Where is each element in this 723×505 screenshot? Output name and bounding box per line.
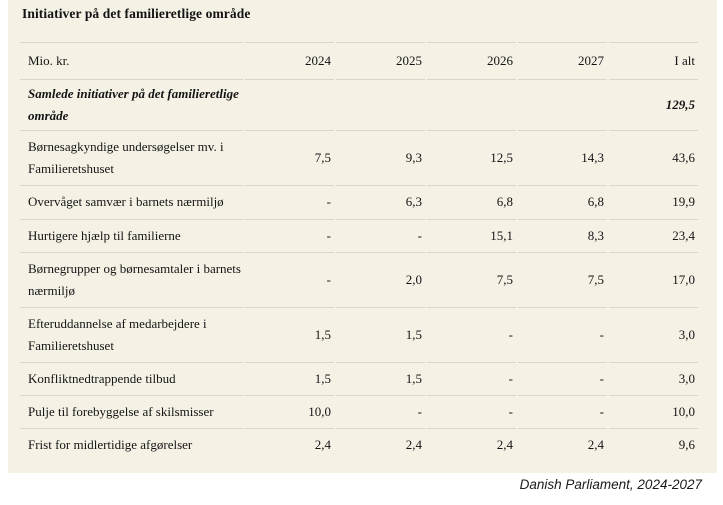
row-value: 9,3 <box>336 130 425 185</box>
year-header: 2027 <box>518 42 607 79</box>
budget-table: Mio. kr. 2024 2025 2026 2027 I alt Samle… <box>18 42 700 461</box>
row-value: 12,5 <box>427 130 516 185</box>
year-header: 2026 <box>427 42 516 79</box>
row-value: 6,8 <box>518 185 607 218</box>
table-row: Overvåget samvær i barnets nærmiljø - 6,… <box>20 185 698 218</box>
row-total: 10,0 <box>609 395 698 428</box>
row-value: 2,0 <box>336 251 425 307</box>
row-value: 1,5 <box>245 362 334 395</box>
year-header: 2025 <box>336 42 425 79</box>
row-value: 7,5 <box>518 251 607 307</box>
row-total: 23,4 <box>609 218 698 252</box>
unit-header: Mio. kr. <box>20 42 243 79</box>
page-title: Initiativer på det familieretlige område <box>22 6 251 21</box>
row-value: - <box>336 218 425 252</box>
row-value <box>245 79 334 130</box>
row-value: 2,4 <box>427 428 516 461</box>
row-value: - <box>427 395 516 428</box>
row-label: Børnegrupper og børnesamtaler i barnets … <box>20 251 243 307</box>
row-value: 15,1 <box>427 218 516 252</box>
row-value: 10,0 <box>245 395 334 428</box>
row-total: 17,0 <box>609 251 698 307</box>
row-value: - <box>518 306 607 362</box>
table-row: Frist for midlertidige afgørelser 2,4 2,… <box>20 428 698 461</box>
row-label: Konfliktnedtrappende tilbud <box>20 362 243 395</box>
row-label: Samlede initiativer på det familieretlig… <box>20 79 243 130</box>
row-total: 3,0 <box>609 306 698 362</box>
row-value: 1,5 <box>245 306 334 362</box>
row-value: 2,4 <box>336 428 425 461</box>
row-value: - <box>518 395 607 428</box>
row-value <box>427 79 516 130</box>
row-value: - <box>518 362 607 395</box>
total-header: I alt <box>609 42 698 79</box>
year-header: 2024 <box>245 42 334 79</box>
row-value: - <box>427 306 516 362</box>
row-value: 7,5 <box>427 251 516 307</box>
row-value: 6,3 <box>336 185 425 218</box>
row-value: 8,3 <box>518 218 607 252</box>
row-value: - <box>245 251 334 307</box>
table-row: Børnegrupper og børnesamtaler i barnets … <box>20 251 698 307</box>
row-value: 1,5 <box>336 362 425 395</box>
row-value: - <box>336 395 425 428</box>
row-label: Pulje til forebyggelse af skilsmisser <box>20 395 243 428</box>
row-value: 6,8 <box>427 185 516 218</box>
table-row: Konfliktnedtrappende tilbud 1,5 1,5 - - … <box>20 362 698 395</box>
row-total: 43,6 <box>609 130 698 185</box>
row-total: 3,0 <box>609 362 698 395</box>
row-total: 129,5 <box>609 79 698 130</box>
row-value: 1,5 <box>336 306 425 362</box>
row-value: 2,4 <box>518 428 607 461</box>
table-row: Børnesagkyndige undersøgelser mv. i Fami… <box>20 130 698 185</box>
table-panel: Initiativer på det familieretlige område… <box>8 0 717 473</box>
row-label: Hurtigere hjælp til familierne <box>20 218 243 252</box>
table-row: Hurtigere hjælp til familierne - - 15,1 … <box>20 218 698 252</box>
row-label: Efteruddannelse af medarbejdere i Famili… <box>20 306 243 362</box>
row-value: 2,4 <box>245 428 334 461</box>
row-value <box>336 79 425 130</box>
row-total: 19,9 <box>609 185 698 218</box>
row-value: - <box>427 362 516 395</box>
row-value: - <box>245 185 334 218</box>
row-label: Børnesagkyndige undersøgelser mv. i Fami… <box>20 130 243 185</box>
source-caption: Danish Parliament, 2024-2027 <box>519 477 702 492</box>
row-label: Frist for midlertidige afgørelser <box>20 428 243 461</box>
row-value <box>518 79 607 130</box>
row-value: 7,5 <box>245 130 334 185</box>
row-value: - <box>245 218 334 252</box>
summary-row: Samlede initiativer på det familieretlig… <box>20 79 698 130</box>
row-total: 9,6 <box>609 428 698 461</box>
row-value: 14,3 <box>518 130 607 185</box>
row-label: Overvåget samvær i barnets nærmiljø <box>20 185 243 218</box>
header-row: Mio. kr. 2024 2025 2026 2027 I alt <box>20 42 698 79</box>
table-row: Efteruddannelse af medarbejdere i Famili… <box>20 306 698 362</box>
table-row: Pulje til forebyggelse af skilsmisser 10… <box>20 395 698 428</box>
